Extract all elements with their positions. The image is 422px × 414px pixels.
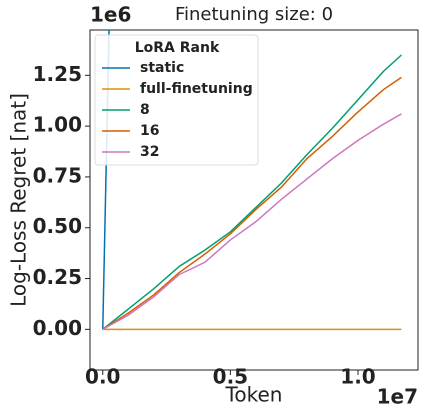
legend-label: 8 <box>140 102 150 118</box>
y-tick-label: 0.25 <box>33 265 82 289</box>
x-tick-label: 0.5 <box>213 365 248 389</box>
legend: LoRA Rank static full-finetuning 8 16 32 <box>94 34 259 166</box>
y-tick-label: 0.75 <box>33 163 82 187</box>
legend-label: 16 <box>140 123 159 139</box>
legend-label: 32 <box>140 144 159 160</box>
legend-label: static <box>140 60 184 76</box>
chart-title: Finetuning size: 0 <box>175 4 333 25</box>
y-tick-label: 0.00 <box>33 316 82 340</box>
y-tick-label: 1.25 <box>33 62 82 86</box>
y-tick-label: 1.00 <box>33 113 82 137</box>
y-offset-label: 1e6 <box>90 3 131 27</box>
x-offset-label: 1e7 <box>377 385 418 409</box>
legend-label: full-finetuning <box>140 81 253 97</box>
y-tick-label: 0.50 <box>33 214 82 238</box>
legend-box <box>94 34 259 166</box>
series-line <box>102 76 402 330</box>
series-line <box>102 54 402 330</box>
x-tick-label: 0.0 <box>85 365 120 389</box>
legend-title: LoRA Rank <box>135 40 220 56</box>
y-axis-label: Log-Loss Regret [nat] <box>7 93 31 307</box>
x-axis-label: Token <box>225 383 283 407</box>
plot-lines <box>102 30 402 331</box>
x-tick-label: 1.0 <box>340 365 375 389</box>
plot-frame <box>89 29 419 371</box>
series-line <box>102 113 402 331</box>
